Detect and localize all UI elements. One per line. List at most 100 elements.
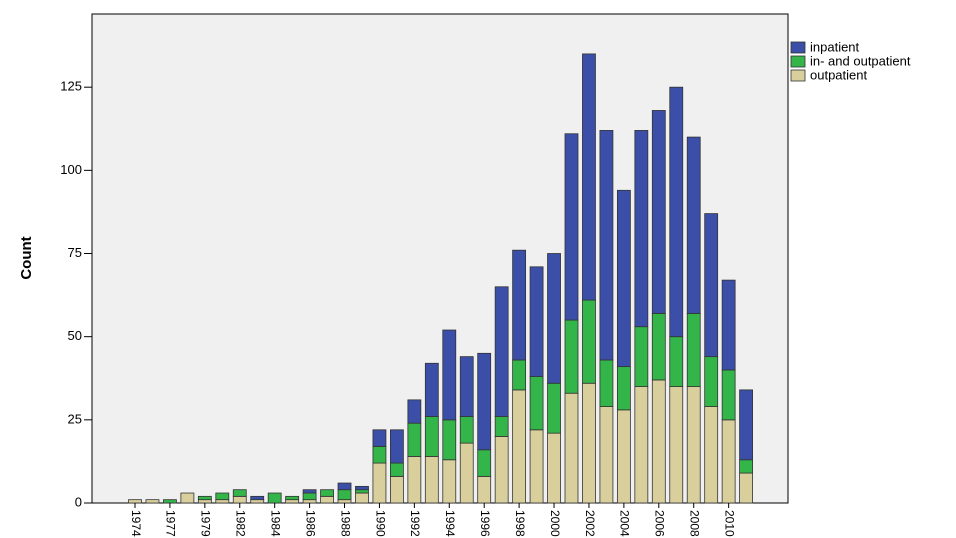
bar-segment bbox=[651, 379, 666, 504]
x-tick-label: 1992 bbox=[408, 510, 422, 537]
bar-segment bbox=[599, 406, 614, 504]
x-tick-label: 1974 bbox=[129, 510, 143, 537]
bar-segment bbox=[180, 492, 195, 504]
bar-segment bbox=[355, 485, 369, 491]
bar-segment bbox=[686, 312, 701, 387]
bar-segment bbox=[599, 130, 614, 361]
bar-segment bbox=[616, 409, 631, 504]
legend-swatch bbox=[790, 41, 806, 54]
bar-segment bbox=[442, 459, 457, 504]
bar-segment bbox=[302, 489, 317, 494]
y-tick-label: 100 bbox=[60, 162, 82, 177]
bar-segment bbox=[197, 495, 212, 501]
x-tick-label: 1986 bbox=[303, 510, 317, 537]
bar-segment bbox=[669, 86, 684, 338]
bar-segment bbox=[669, 386, 684, 504]
bar-segment bbox=[651, 312, 666, 381]
x-tick-label: 2004 bbox=[618, 510, 632, 537]
bar-segment bbox=[267, 492, 282, 504]
bar-segment bbox=[232, 489, 247, 497]
legend-label: inpatient bbox=[810, 39, 860, 54]
bar-segment bbox=[163, 499, 177, 504]
bar-segment bbox=[337, 482, 352, 491]
bar-segment bbox=[721, 369, 736, 421]
bar-segment bbox=[704, 406, 719, 504]
bar-segment bbox=[459, 416, 474, 444]
bar-segment bbox=[459, 442, 474, 504]
bar-segment bbox=[494, 436, 509, 504]
x-tick-label: 1977 bbox=[164, 510, 178, 537]
bar-segment bbox=[686, 136, 701, 314]
bar-segment bbox=[739, 389, 753, 461]
bar-segment bbox=[616, 366, 631, 411]
x-tick-label: 2008 bbox=[688, 510, 702, 537]
bar-segment bbox=[285, 495, 300, 501]
bar-segment bbox=[512, 359, 527, 391]
bar-segment bbox=[459, 356, 474, 417]
y-tick-label: 125 bbox=[60, 79, 82, 94]
x-tick-label: 2006 bbox=[653, 510, 667, 537]
bar-segment bbox=[442, 329, 457, 421]
bar-segment bbox=[337, 489, 352, 501]
bar-segment bbox=[547, 253, 561, 384]
bar-segment bbox=[512, 389, 527, 504]
x-tick-label: 1998 bbox=[513, 510, 527, 537]
x-tick-label: 2000 bbox=[548, 510, 562, 537]
bar-segment bbox=[477, 475, 492, 504]
bar-segment bbox=[320, 495, 334, 504]
bar-segment bbox=[564, 392, 579, 504]
bar-segment bbox=[372, 429, 387, 447]
legend-swatch bbox=[790, 55, 806, 68]
bar-segment bbox=[477, 449, 492, 477]
bar-segment bbox=[529, 376, 544, 431]
bar-segment bbox=[250, 499, 265, 504]
bar-segment bbox=[442, 419, 457, 461]
bar-segment bbox=[215, 492, 230, 501]
bar-segment bbox=[424, 456, 439, 504]
x-tick-label: 1990 bbox=[373, 510, 387, 537]
bar-segment bbox=[582, 299, 596, 384]
y-axis-label: Count bbox=[18, 236, 35, 279]
bar-segment bbox=[704, 356, 719, 407]
bar-segment bbox=[302, 492, 317, 501]
y-tick-label: 0 bbox=[75, 494, 82, 509]
bar-segment bbox=[407, 399, 422, 424]
legend-label: outpatient bbox=[810, 67, 867, 82]
bar-segment bbox=[616, 189, 631, 368]
bar-segment bbox=[355, 492, 369, 504]
bar-segment bbox=[197, 499, 212, 504]
bar-segment bbox=[389, 429, 404, 464]
x-tick-label: 1984 bbox=[269, 510, 283, 537]
bar-segment bbox=[355, 489, 369, 494]
bar-segment bbox=[320, 489, 334, 497]
bar-segment bbox=[599, 359, 614, 407]
bar-segment bbox=[529, 266, 544, 377]
bar-segment bbox=[529, 429, 544, 504]
bar-segment bbox=[215, 499, 230, 504]
bar-segment bbox=[704, 213, 719, 358]
bar-segment bbox=[424, 416, 439, 457]
bar-segment bbox=[372, 446, 387, 464]
bar-segment bbox=[372, 462, 387, 504]
bar-segment bbox=[285, 499, 300, 504]
bar-segment bbox=[721, 279, 736, 371]
legend-label: in- and outpatient bbox=[810, 53, 911, 68]
x-tick-label: 1996 bbox=[478, 510, 492, 537]
x-tick-label: 2002 bbox=[583, 510, 597, 537]
y-tick-label: 50 bbox=[68, 328, 82, 343]
x-tick-label: 2010 bbox=[722, 510, 736, 537]
bar-segment bbox=[302, 499, 317, 504]
x-tick-label: 1979 bbox=[199, 510, 213, 537]
bar-segment bbox=[651, 110, 666, 314]
bar-segment bbox=[739, 459, 753, 474]
bar-segment bbox=[564, 319, 579, 394]
legend-swatch bbox=[790, 69, 806, 82]
x-tick-label: 1982 bbox=[234, 510, 248, 537]
bar-segment bbox=[477, 352, 492, 451]
bar-segment bbox=[721, 419, 736, 504]
bar-segment bbox=[686, 386, 701, 504]
bar-segment bbox=[582, 382, 596, 504]
bar-segment bbox=[407, 456, 422, 504]
bar-segment bbox=[145, 499, 160, 504]
